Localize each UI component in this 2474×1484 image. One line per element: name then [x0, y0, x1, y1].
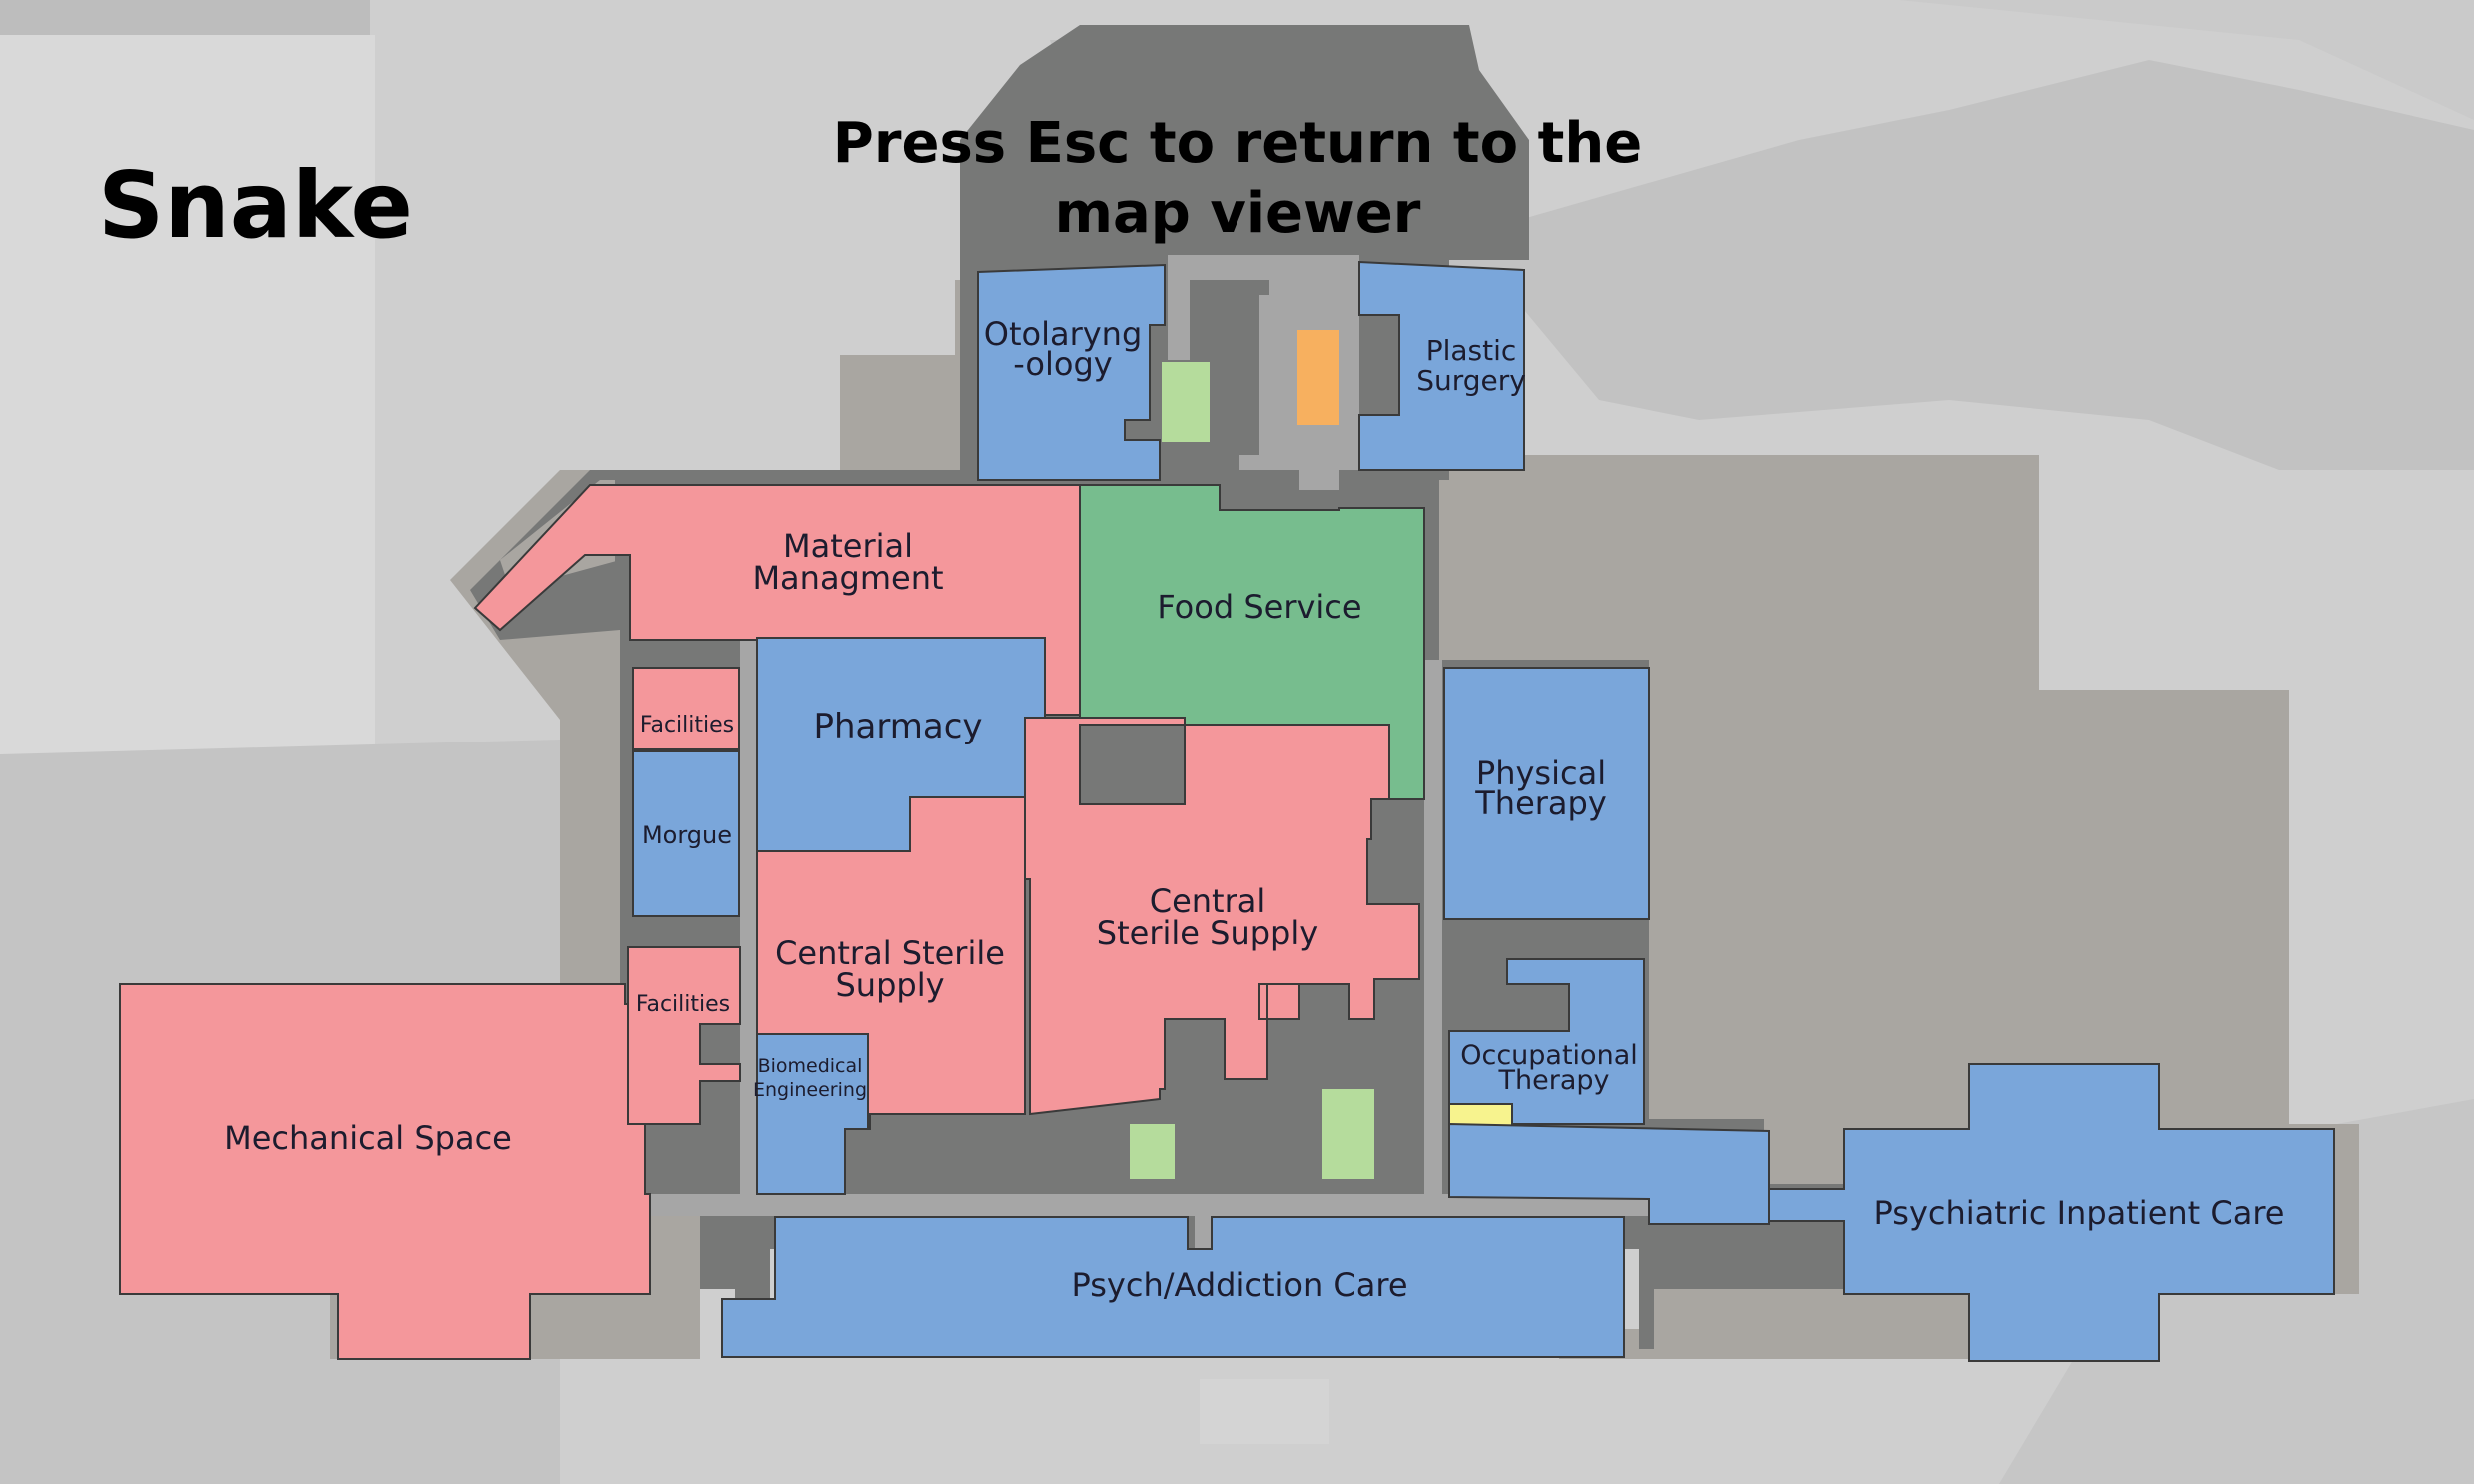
room-facilities-upper[interactable]: Facilities: [633, 668, 739, 749]
room-psych-addiction-care[interactable]: Psych/Addiction Care: [722, 1217, 1624, 1357]
room-label-morgue: Morgue: [642, 821, 732, 849]
service-room-orange: [1297, 330, 1339, 425]
service-room-green-left: [1130, 1124, 1175, 1179]
service-room-green-right: [1322, 1089, 1374, 1179]
map-title: Snake: [98, 152, 413, 259]
room-otolaryngology[interactable]: Otolaryng -ology: [978, 265, 1165, 480]
room-physical-therapy[interactable]: Physical Therapy: [1444, 668, 1649, 919]
room-label-mechanical-space: Mechanical Space: [224, 1119, 512, 1157]
room-label-psychiatric-inpatient-care: Psychiatric Inpatient Care: [1874, 1194, 2285, 1232]
room-label-pharmacy: Pharmacy: [813, 707, 982, 746]
room-label-facilities-upper: Facilities: [640, 713, 734, 738]
room-label-psych-addiction-care: Psych/Addiction Care: [1072, 1266, 1408, 1304]
room-label-facilities-lower: Facilities: [636, 992, 730, 1017]
room-label-plastic-surgery: Plastic Surgery: [1416, 334, 1526, 397]
service-room-green-top: [1162, 362, 1210, 442]
room-label-food-service: Food Service: [1157, 588, 1361, 626]
room-morgue[interactable]: Morgue: [633, 751, 739, 916]
room-label-physical-therapy: Physical Therapy: [1474, 754, 1607, 822]
